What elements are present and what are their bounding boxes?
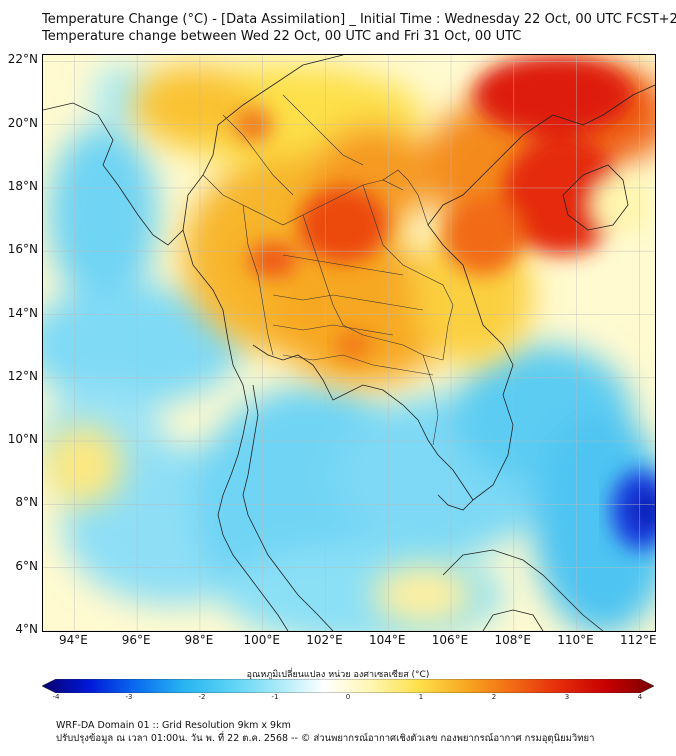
lat-tick-label-7: 8°N (15, 495, 38, 510)
border-4 (362, 184, 454, 361)
title-line-2: Temperature change between Wed 22 Oct, 0… (42, 29, 522, 44)
colorbar-tick-label-4: 0 (345, 693, 351, 701)
lon-tick-label-2: 98°E (184, 633, 214, 647)
footer-line-2: ปรับปรุงข้อมูล ณ เวลา 01:00น. วัน พ. ที่… (56, 733, 595, 744)
borneo-coast-2 (482, 609, 544, 631)
lon-tick-label-8: 110°E (557, 633, 594, 647)
lat-tick-label-0: 22°N (7, 52, 38, 67)
title-line-1: Temperature Change (°C) - [Data Assimila… (42, 12, 676, 27)
colorbar-tick-label-2: -2 (198, 693, 206, 701)
lon-tick-label-0: 94°E (58, 633, 88, 647)
temperature-field-cold-core (611, 470, 655, 550)
lat-tick-label-1: 20°N (7, 115, 38, 130)
colorbar-tick-label-3: -1 (271, 693, 279, 701)
footer: WRF-DA Domain 01 :: Grid Resolution 9km … (56, 719, 594, 745)
malay-peninsula-east-coast (242, 384, 334, 631)
coastlines-and-borders (43, 55, 655, 631)
colorbar (41, 678, 655, 694)
lat-tick-label-8: 6°N (15, 558, 38, 573)
hainan-coast (562, 164, 629, 231)
graticule (43, 55, 655, 631)
lon-tick-label-9: 112°E (620, 633, 657, 647)
map-title: Temperature Change (°C) - [Data Assimila… (42, 11, 676, 45)
border-10 (382, 169, 429, 226)
border-2 (242, 204, 274, 356)
colorbar-graphic (41, 678, 655, 694)
colorbar-tick-label-0: -4 (52, 693, 60, 701)
myanmar-bangladesh-coast (43, 55, 344, 246)
lon-tick-label-7: 108°E (494, 633, 532, 647)
border-11 (222, 114, 294, 196)
lon-tick-label-3: 100°E (243, 633, 280, 647)
vietnam-coast (427, 84, 655, 501)
borneo-coast (442, 549, 604, 631)
gulf-of-thailand-coast (252, 344, 474, 511)
lon-tick-label-4: 102°E (306, 633, 343, 647)
colorbar-tick-label-8: 4 (637, 693, 643, 701)
footer-line-1: WRF-DA Domain 01 :: Grid Resolution 9km … (56, 720, 291, 731)
border-3 (302, 214, 444, 361)
border-5 (282, 254, 404, 276)
lat-tick-label-5: 12°N (7, 368, 38, 383)
lon-tick-label-5: 104°E (368, 633, 406, 647)
lat-tick-label-6: 10°N (7, 432, 38, 447)
map-canvas (43, 55, 655, 631)
admin-boundaries (202, 94, 454, 446)
colorbar-bar (41, 678, 655, 694)
colorbar-tick-label-6: 2 (491, 693, 497, 701)
lon-tick-label-6: 106°E (431, 633, 469, 647)
lat-tick-label-2: 18°N (7, 178, 38, 193)
border-7 (272, 324, 394, 336)
colorbar-tick-label-1: -3 (125, 693, 133, 701)
border-6 (272, 294, 424, 311)
lon-tick-label-1: 96°E (121, 633, 151, 647)
lat-tick-label-9: 4°N (15, 622, 38, 636)
lat-tick-label-3: 16°N (7, 242, 38, 257)
colorbar-tick-label-5: 1 (418, 693, 424, 701)
lat-tick-label-4: 14°N (7, 305, 38, 320)
border-12 (282, 94, 364, 166)
border-9 (422, 354, 439, 446)
andaman-coast (182, 229, 289, 631)
temperature-change-map (42, 54, 656, 632)
colorbar-label: อุณหภูมิเปลี่ยนแปลง หน่วย องศาเซลเซียส (… (246, 670, 430, 680)
border-8 (282, 354, 434, 376)
colorbar-tick-label-7: 3 (564, 693, 570, 701)
